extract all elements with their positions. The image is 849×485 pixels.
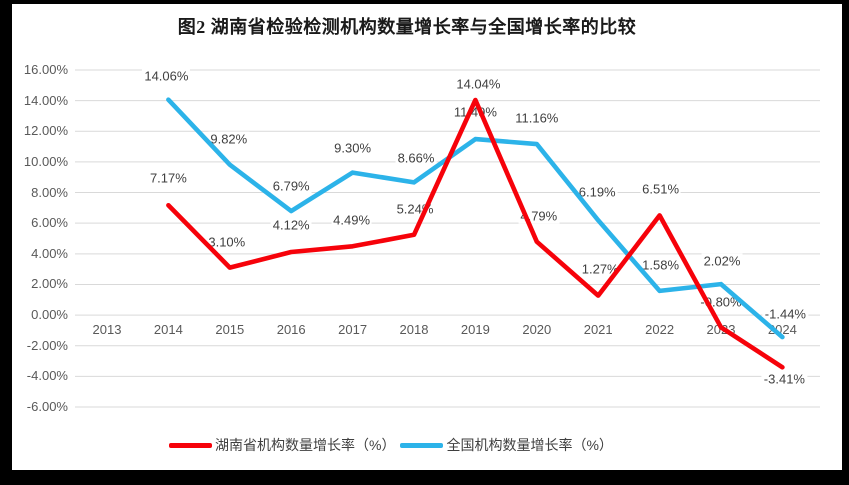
series-line (166, 97, 785, 340)
legend: 湖南省机构数量增长率（%） 全国机构数量增长率（%） (169, 437, 613, 453)
chart-title: 图2 湖南省检验检测机构数量增长率与全国增长率的比较 (177, 17, 637, 37)
legend-swatch-hunan-red-line-icon (169, 442, 212, 448)
data-label: 6.19% (576, 184, 618, 200)
y-axis-tick-label: -2.00% (26, 337, 68, 353)
data-label: 14.06% (142, 68, 191, 84)
x-axis-tick-label: 2013 (92, 322, 122, 337)
y-axis-tick-label: -4.00% (26, 368, 68, 384)
data-label: 9.82% (208, 131, 250, 147)
y-axis-tick-label: 10.00% (23, 153, 68, 169)
y-axis-tick-label: 4.00% (31, 245, 68, 261)
data-label: 11.49% (451, 104, 499, 120)
data-label: 5.24% (394, 201, 436, 217)
legend-label-national: 全国机构数量增长率（%） (446, 437, 613, 453)
data-label: 11.16% (513, 110, 561, 126)
data-label: 6.79% (270, 178, 312, 194)
data-label: 2.02% (701, 253, 743, 269)
data-label: -3.41% (761, 371, 807, 387)
x-axis-tick-label: 2022 (645, 322, 675, 337)
chart-canvas: 图2 湖南省检验检测机构数量增长率与全国增长率的比较 16.00% 14.00% 1… (12, 4, 842, 470)
data-label: 1.58% (640, 257, 682, 273)
x-axis-tick-label: 2015 (215, 322, 245, 337)
series-lines-layer (166, 97, 785, 370)
x-axis-tick-label: 2024 (767, 322, 797, 337)
legend-item-hunan: 湖南省机构数量增长率（%） (169, 437, 395, 453)
data-label: 1.27% (579, 261, 621, 277)
y-axis-tick-label: 8.00% (31, 184, 68, 200)
legend-item-national: 全国机构数量增长率（%） (400, 437, 613, 453)
y-axis-tick-label: 12.00% (23, 123, 68, 139)
y-axis-tick-label: 14.00% (23, 92, 68, 108)
x-axis-tick-label: 2016 (276, 322, 306, 337)
data-label: 14.04% (454, 76, 503, 92)
data-label: 4.12% (270, 217, 312, 233)
y-axis-tick-label: 0.00% (31, 307, 68, 323)
y-axis-tick-label: 6.00% (31, 215, 68, 231)
data-label: 6.51% (640, 181, 682, 197)
y-axis-tick-label: 2.00% (31, 276, 68, 292)
x-axis-tick-label: 2020 (522, 322, 552, 337)
data-label: -0.80% (698, 294, 744, 310)
x-axis-tick-label: 2023 (706, 322, 736, 337)
data-label: 8.66% (395, 150, 437, 166)
data-label: 7.17% (147, 170, 189, 186)
legend-label-hunan: 湖南省机构数量增长率（%） (215, 437, 396, 453)
data-label: 9.30% (332, 140, 374, 156)
data-label: -1.44% (762, 306, 808, 322)
x-axis-tick-label: 2018 (399, 322, 429, 337)
data-label: 3.10% (206, 234, 248, 250)
data-label: 4.49% (331, 212, 373, 228)
y-axis-tick-label: -6.00% (26, 399, 68, 414)
x-axis-tick-label: 2019 (460, 322, 490, 337)
x-axis-tick-label: 2021 (583, 322, 613, 337)
y-axis-tick-label: 16.00% (23, 62, 68, 77)
gridlines-layer (75, 69, 820, 408)
x-axis-tick-label: 2014 (153, 322, 183, 337)
x-axis-tick-label: 2017 (338, 322, 368, 337)
data-label: 4.79% (518, 208, 560, 224)
legend-swatch-national-blue-line-icon (400, 442, 444, 448)
